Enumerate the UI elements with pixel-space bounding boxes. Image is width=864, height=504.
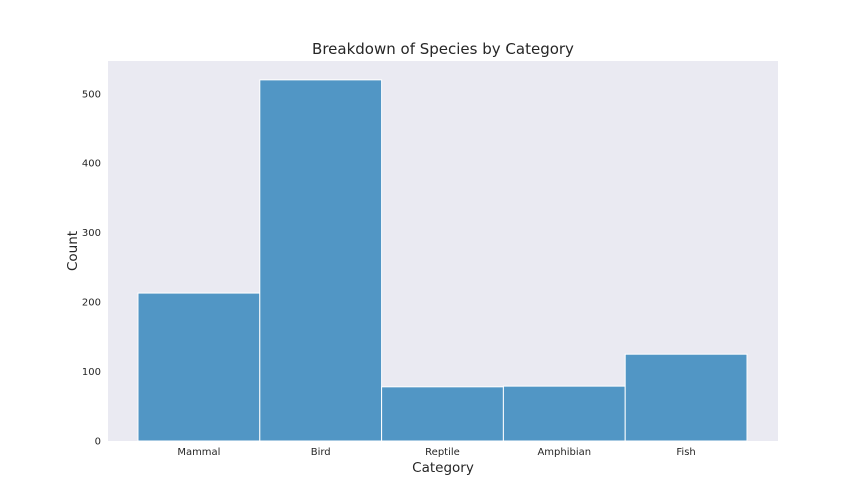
x-tick-labels: Mammal Bird Reptile Amphibian Fish — [177, 447, 695, 458]
bar-reptile — [381, 386, 504, 442]
y-tick-labels: 0 100 200 300 400 500 — [82, 89, 101, 447]
bar-bird — [259, 79, 383, 442]
y-tick-label: 100 — [82, 367, 101, 378]
y-tick-label: 300 — [82, 228, 101, 239]
x-tick-label: Mammal — [177, 447, 220, 458]
x-tick-label: Fish — [676, 447, 695, 458]
bar-mammal — [137, 292, 261, 442]
y-tick-label: 200 — [82, 298, 101, 309]
y-tick-label: 0 — [95, 437, 101, 448]
y-axis-label: Count — [65, 231, 81, 271]
bar-fish — [624, 353, 748, 442]
bars-group — [137, 79, 748, 442]
x-tick-label: Amphibian — [537, 447, 591, 458]
x-tick-label: Reptile — [425, 447, 460, 458]
y-tick-label: 400 — [82, 159, 101, 170]
chart-title: Breakdown of Species by Category — [312, 40, 574, 58]
x-axis-label: Category — [412, 460, 474, 476]
bar-amphibian — [502, 385, 626, 442]
x-tick-label: Bird — [311, 447, 331, 458]
y-tick-label: 500 — [82, 89, 101, 100]
